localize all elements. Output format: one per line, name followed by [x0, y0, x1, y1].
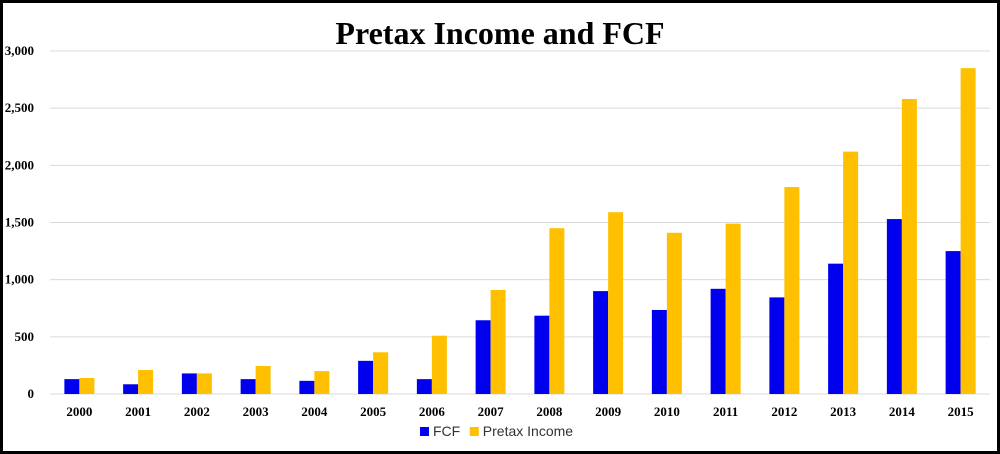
y-tick-label: 0	[28, 386, 35, 401]
bar-fcf-2008	[534, 315, 550, 394]
bar-fcf-2009	[593, 291, 609, 394]
bar-pretax-income-2015	[960, 68, 976, 395]
legend-label: Pretax Income	[483, 423, 573, 439]
y-tick-label: 1,000	[5, 272, 34, 287]
bar-pretax-income-2000	[79, 377, 95, 394]
bar-fcf-2015	[945, 251, 961, 394]
bar-fcf-2001	[123, 384, 139, 394]
legend-label: FCF	[433, 423, 460, 439]
y-tick-label: 2,500	[5, 100, 34, 115]
bar-pretax-income-2007	[490, 289, 506, 394]
x-tick-label: 2014	[889, 404, 916, 419]
legend-swatch	[469, 427, 479, 436]
bar-fcf-2004	[299, 380, 315, 394]
bar-pretax-income-2002	[196, 373, 212, 394]
x-axis-ticks: 2000 2001 2002 2003 2004 2005 2006 2007 2008 2009…	[66, 404, 974, 419]
bar-pretax-income-2006	[431, 335, 447, 394]
bar-pretax-income-2004	[314, 371, 330, 394]
bar-pretax-income-2009	[608, 212, 624, 394]
x-tick-label: 2010	[654, 404, 680, 419]
legend-swatch	[420, 427, 429, 436]
x-tick-label: 2015	[948, 404, 975, 419]
bar-pretax-income-2012	[784, 187, 800, 394]
x-tick-label: 2001	[125, 404, 151, 419]
bar-pretax-income-2008	[549, 228, 565, 394]
x-tick-label: 2005	[360, 404, 387, 419]
chart-title: Pretax Income and FCF	[335, 15, 665, 51]
legend: FCF Pretax Income	[420, 423, 573, 439]
x-tick-label: 2007	[478, 404, 505, 419]
bar-fcf-2002	[181, 373, 197, 394]
bar-fcf-2013	[828, 263, 844, 394]
bar-pretax-income-2010	[666, 232, 682, 394]
y-axis-ticks: 0 500 1,000 1,500 2,000 2,500 3,000	[5, 43, 34, 401]
bar-pretax-income-2003	[255, 365, 271, 394]
bar-fcf-2005	[358, 360, 374, 394]
x-tick-label: 2003	[243, 404, 270, 419]
bar-fcf-2014	[886, 219, 902, 394]
bar-fcf-2012	[769, 297, 785, 394]
x-tick-label: 2002	[184, 404, 210, 419]
bar-pretax-income-2014	[901, 99, 917, 395]
bar-fcf-2003	[240, 379, 256, 394]
bar-fcf-2011	[710, 288, 726, 394]
bar-pretax-income-2013	[843, 151, 859, 394]
bar-fcf-2000	[64, 379, 80, 394]
y-tick-label: 1,500	[5, 215, 34, 230]
x-tick-label: 2000	[66, 404, 92, 419]
x-tick-label: 2006	[419, 404, 446, 419]
x-tick-label: 2012	[771, 404, 797, 419]
bar-fcf-2010	[651, 309, 667, 394]
x-tick-label: 2009	[595, 404, 622, 419]
x-tick-label: 2011	[713, 404, 738, 419]
x-tick-label: 2004	[301, 404, 328, 419]
y-tick-label: 3,000	[5, 43, 34, 58]
y-tick-label: 500	[15, 329, 35, 344]
bar-pretax-income-2011	[725, 223, 741, 394]
x-tick-label: 2008	[536, 404, 563, 419]
bar-pretax-income-2001	[138, 369, 154, 394]
x-tick-label: 2013	[830, 404, 857, 419]
bar-pretax-income-2005	[373, 352, 389, 394]
bar-fcf-2006	[416, 379, 432, 394]
y-tick-label: 2,000	[5, 157, 34, 172]
bars	[64, 68, 976, 395]
bar-fcf-2007	[475, 320, 491, 394]
